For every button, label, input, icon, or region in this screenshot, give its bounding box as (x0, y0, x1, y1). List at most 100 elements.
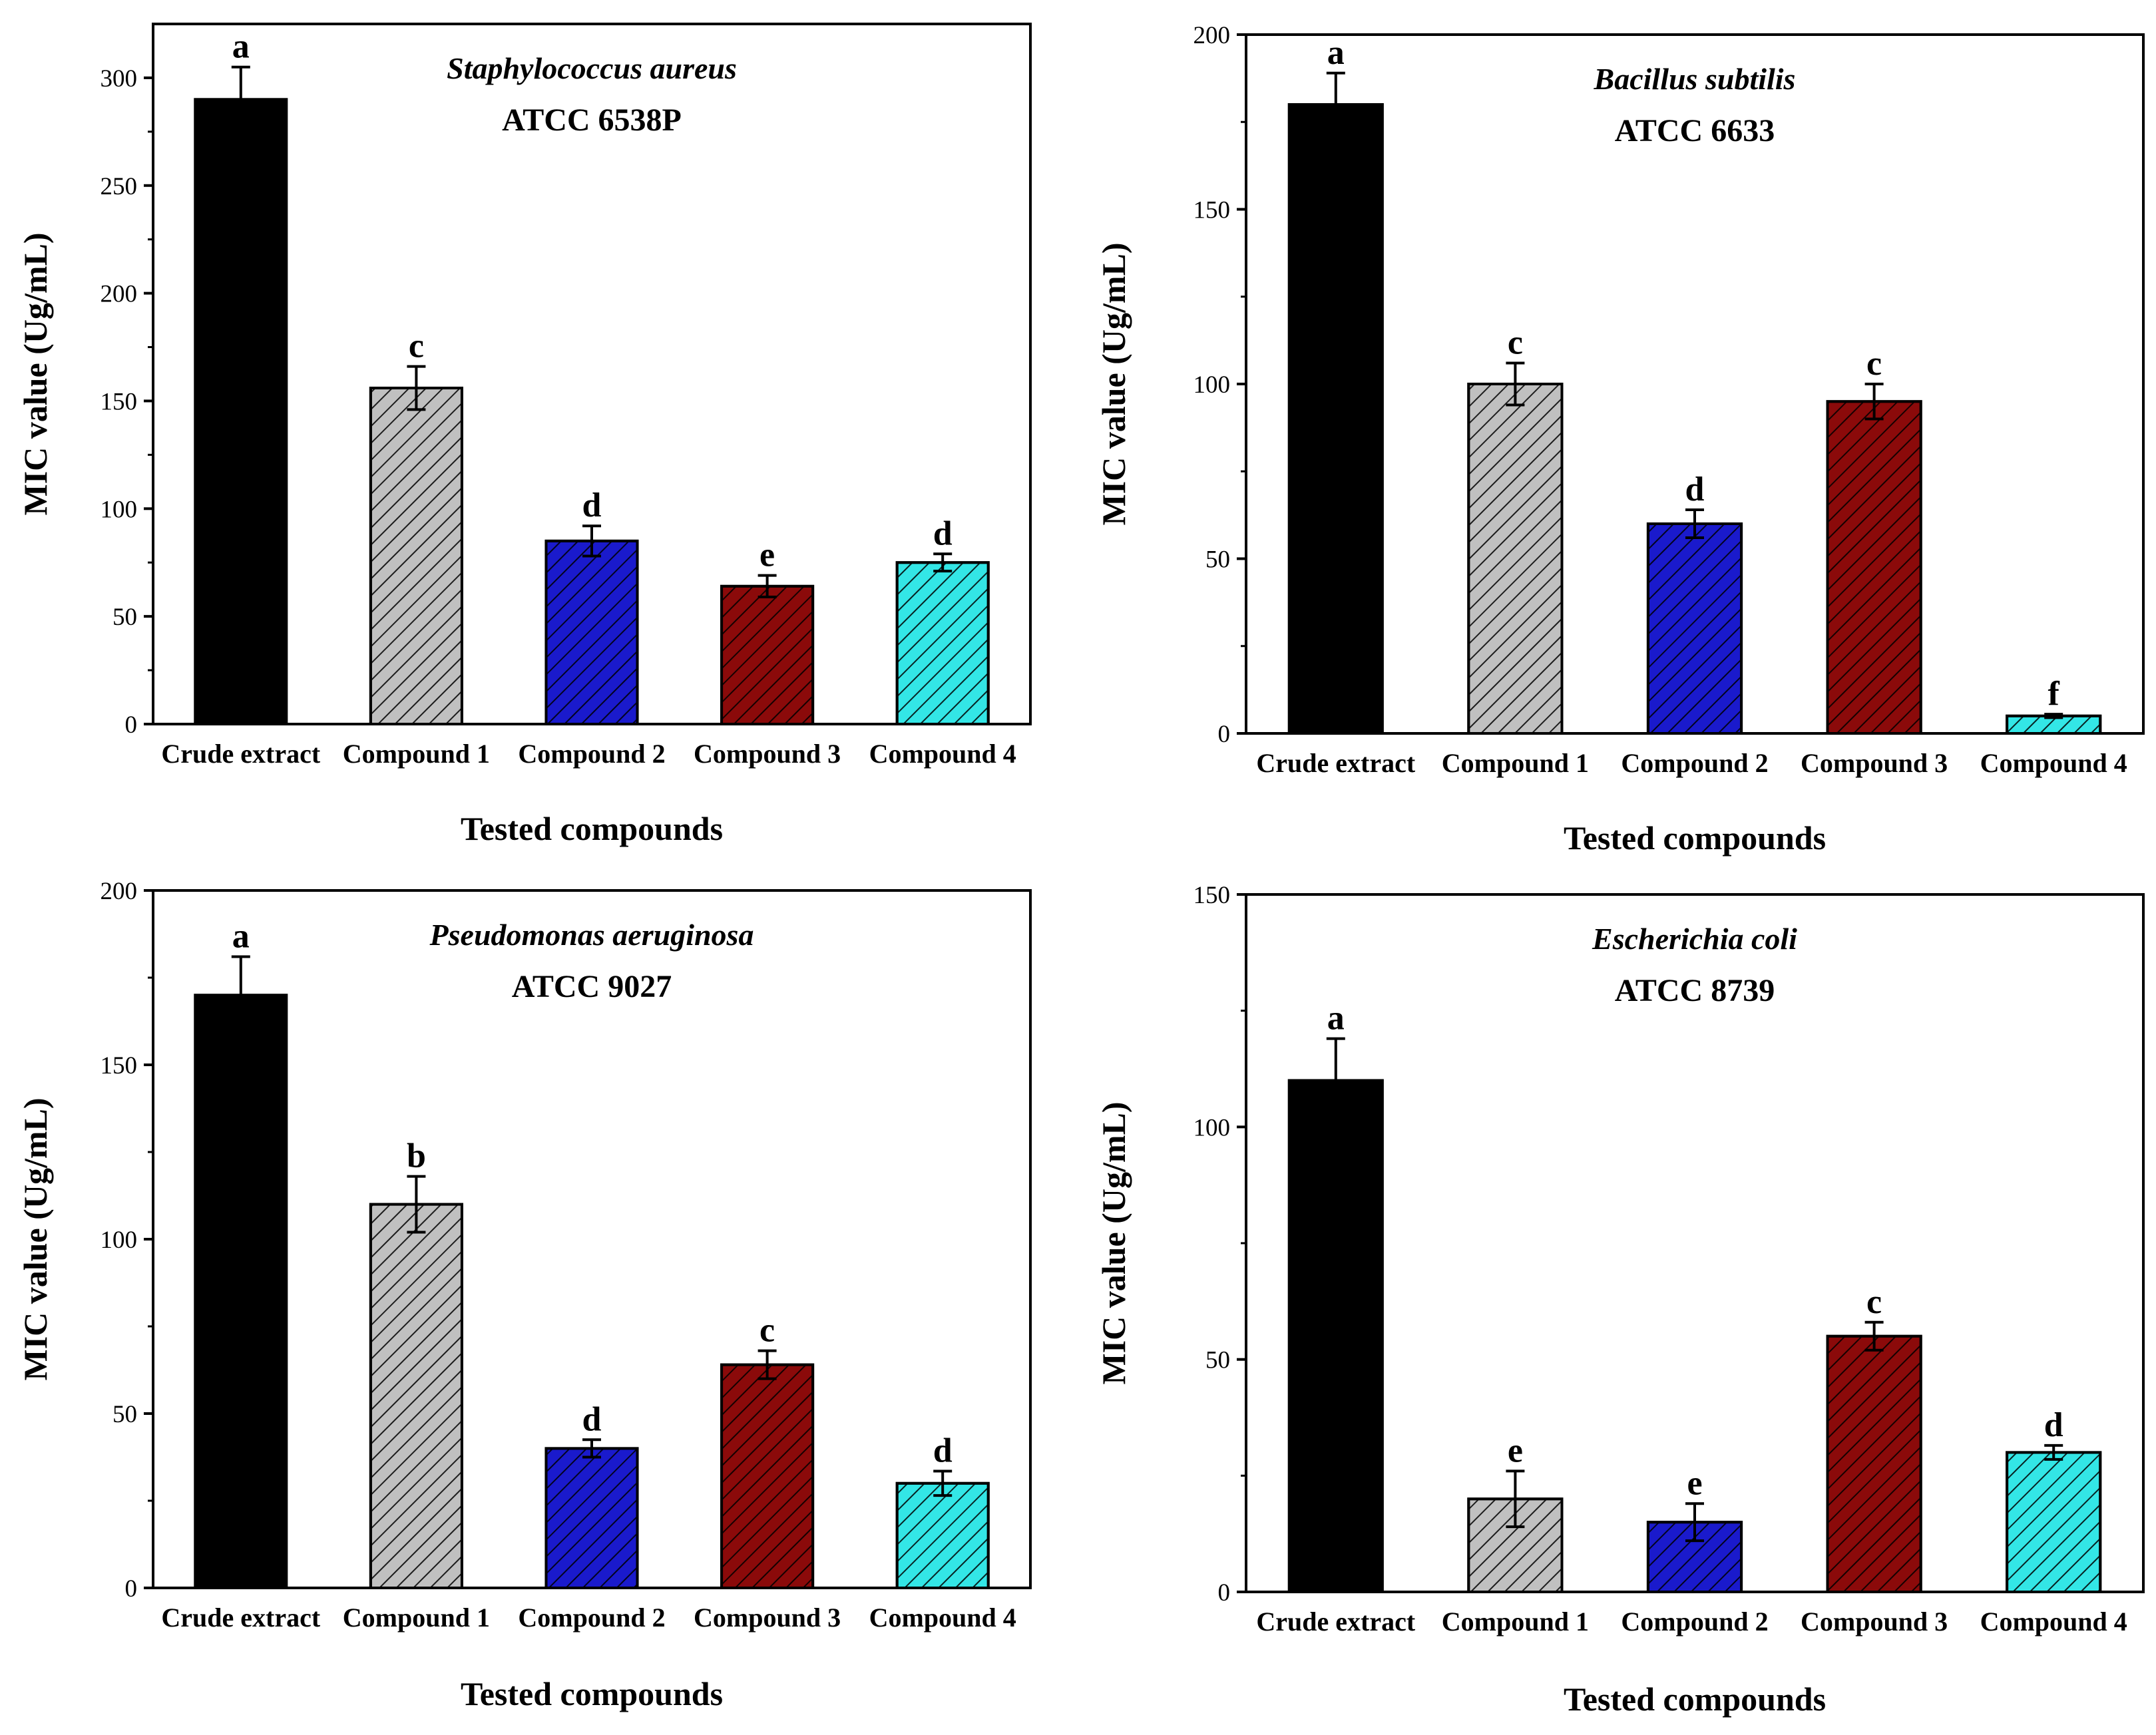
y-tick-label: 150 (101, 388, 138, 415)
bar (194, 994, 288, 1589)
panel-staph: 0 50 100 150 200 250 300 a Crude extract c Compoun… (0, 0, 1072, 868)
significance-letter: d (582, 1400, 602, 1438)
y-tick-label: 200 (101, 281, 138, 308)
significance-letter: d (933, 514, 953, 552)
y-tick-label: 100 (101, 496, 138, 523)
bar-hatch (544, 539, 639, 725)
category-label: Compound 3 (694, 739, 841, 769)
chart-title: Pseudomonas aeruginosa (429, 918, 754, 952)
y-tick-label: 50 (1205, 546, 1230, 574)
y-tick-label: 300 (101, 65, 138, 93)
category-label: Compound 3 (1801, 1607, 1948, 1637)
x-axis-label: Tested compounds (461, 1675, 723, 1712)
y-tick-label: 100 (101, 1227, 138, 1254)
category-label: Compound 1 (343, 739, 490, 769)
category-label: Compound 1 (1442, 748, 1589, 778)
y-axis-label: MIC value (Ug/mL) (1095, 1102, 1132, 1385)
significance-letter: e (1687, 1464, 1702, 1502)
y-tick-label: 150 (101, 1052, 138, 1079)
significance-letter: a (232, 28, 250, 66)
significance-letter: d (1685, 471, 1705, 508)
bar-hatch (720, 584, 815, 725)
significance-letter: c (759, 1312, 775, 1350)
panel-bacillus: 0 50 100 150 200 a Crude extract c Compound 1 d Co… (1078, 0, 2156, 868)
category-label: Compound 2 (518, 1603, 665, 1633)
bar-hatch (895, 561, 990, 725)
category-label: Compound 3 (694, 1603, 841, 1633)
y-tick-label: 0 (1218, 721, 1231, 748)
significance-letter: d (582, 486, 602, 524)
category-label: Crude extract (161, 739, 320, 769)
bar-hatch (1826, 400, 1922, 735)
significance-letter: c (1866, 345, 1882, 383)
significance-letter: c (1866, 1283, 1882, 1321)
category-label: Compound 1 (1442, 1607, 1589, 1637)
panel-pseudomonas: 0 50 100 150 200 a Crude extract b Compound 1 d Co… (0, 865, 1072, 1735)
y-tick-label: 50 (1205, 1347, 1230, 1374)
bar (1287, 1079, 1384, 1593)
y-tick-label: 0 (1218, 1579, 1231, 1607)
chart-subtitle: ATCC 6633 (1615, 113, 1775, 148)
chart-subtitle: ATCC 8739 (1615, 973, 1775, 1008)
y-tick-label: 50 (112, 1401, 137, 1428)
chart-pseudomonas: 0 50 100 150 200 a Crude extract b Compound 1 d Co… (17, 878, 1032, 1712)
y-axis-label: MIC value (Ug/mL) (1095, 243, 1132, 526)
y-tick-label: 100 (1193, 1114, 1231, 1141)
bar-hatch (2006, 1451, 2102, 1594)
y-tick-label: 100 (1193, 371, 1231, 399)
chart-subtitle: ATCC 9027 (512, 969, 672, 1004)
significance-letter: a (232, 918, 250, 956)
category-label: Compound 1 (343, 1603, 490, 1633)
y-axis-label: MIC value (Ug/mL) (17, 233, 54, 516)
y-tick-label: 200 (101, 878, 138, 905)
category-label: Crude extract (1256, 748, 1415, 778)
bar-hatch (369, 1203, 463, 1590)
significance-letter: e (1508, 1432, 1523, 1469)
bar-hatch (1467, 383, 1564, 735)
y-tick-label: 200 (1193, 22, 1231, 49)
category-label: Compound 2 (518, 739, 665, 769)
bar-hatch (544, 1447, 639, 1590)
category-label: Compound 4 (1980, 1607, 2127, 1637)
bar-hatch (1646, 522, 1743, 735)
category-label: Compound 4 (1980, 748, 2127, 778)
chart-staph: 0 50 100 150 200 250 300 a Crude extract c Compoun… (17, 23, 1032, 847)
bar-hatch (720, 1363, 815, 1589)
category-label: Crude extract (161, 1603, 320, 1633)
category-label: Compound 2 (1621, 1607, 1768, 1637)
y-tick-label: 0 (125, 1575, 138, 1603)
significance-letter: c (409, 327, 424, 365)
chart-ecoli: 0 50 100 150 a Crude extract e Compound 1 e Compo… (1095, 882, 2145, 1718)
bar-hatch (369, 387, 463, 725)
significance-letter: c (1508, 324, 1523, 362)
significance-letter: d (933, 1432, 953, 1469)
bar-hatch (895, 1481, 990, 1589)
significance-letter: a (1327, 1000, 1345, 1038)
x-axis-label: Tested compounds (461, 810, 723, 847)
x-axis-label: Tested compounds (1564, 1680, 1826, 1718)
category-label: Crude extract (1256, 1607, 1415, 1637)
category-label: Compound 2 (1621, 748, 1768, 778)
chart-title: Staphylococcus aureus (447, 51, 737, 85)
x-axis-label: Tested compounds (1564, 819, 1826, 857)
chart-subtitle: ATCC 6538P (502, 102, 682, 138)
y-tick-label: 250 (101, 173, 138, 200)
chart-title: Bacillus subtilis (1594, 62, 1796, 96)
chart-title: Escherichia coli (1592, 922, 1797, 956)
bar (1287, 103, 1384, 735)
y-tick-label: 150 (1193, 882, 1231, 909)
panel-ecoli: 0 50 100 150 a Crude extract e Compound 1 e Compo… (1078, 865, 2156, 1735)
category-label: Compound 3 (1801, 748, 1948, 778)
significance-letter: b (407, 1137, 426, 1175)
category-label: Compound 4 (869, 739, 1016, 769)
significance-letter: e (759, 536, 775, 574)
y-tick-label: 50 (112, 604, 137, 631)
bar-hatch (1826, 1334, 1922, 1593)
chart-bacillus: 0 50 100 150 200 a Crude extract c Compound 1 d Co… (1095, 22, 2145, 857)
significance-letter: a (1327, 34, 1345, 72)
bar (194, 98, 288, 726)
y-axis-label: MIC value (Ug/mL) (17, 1098, 54, 1381)
significance-letter: f (2048, 675, 2060, 713)
significance-letter: d (2044, 1406, 2063, 1444)
y-tick-label: 0 (125, 711, 138, 739)
